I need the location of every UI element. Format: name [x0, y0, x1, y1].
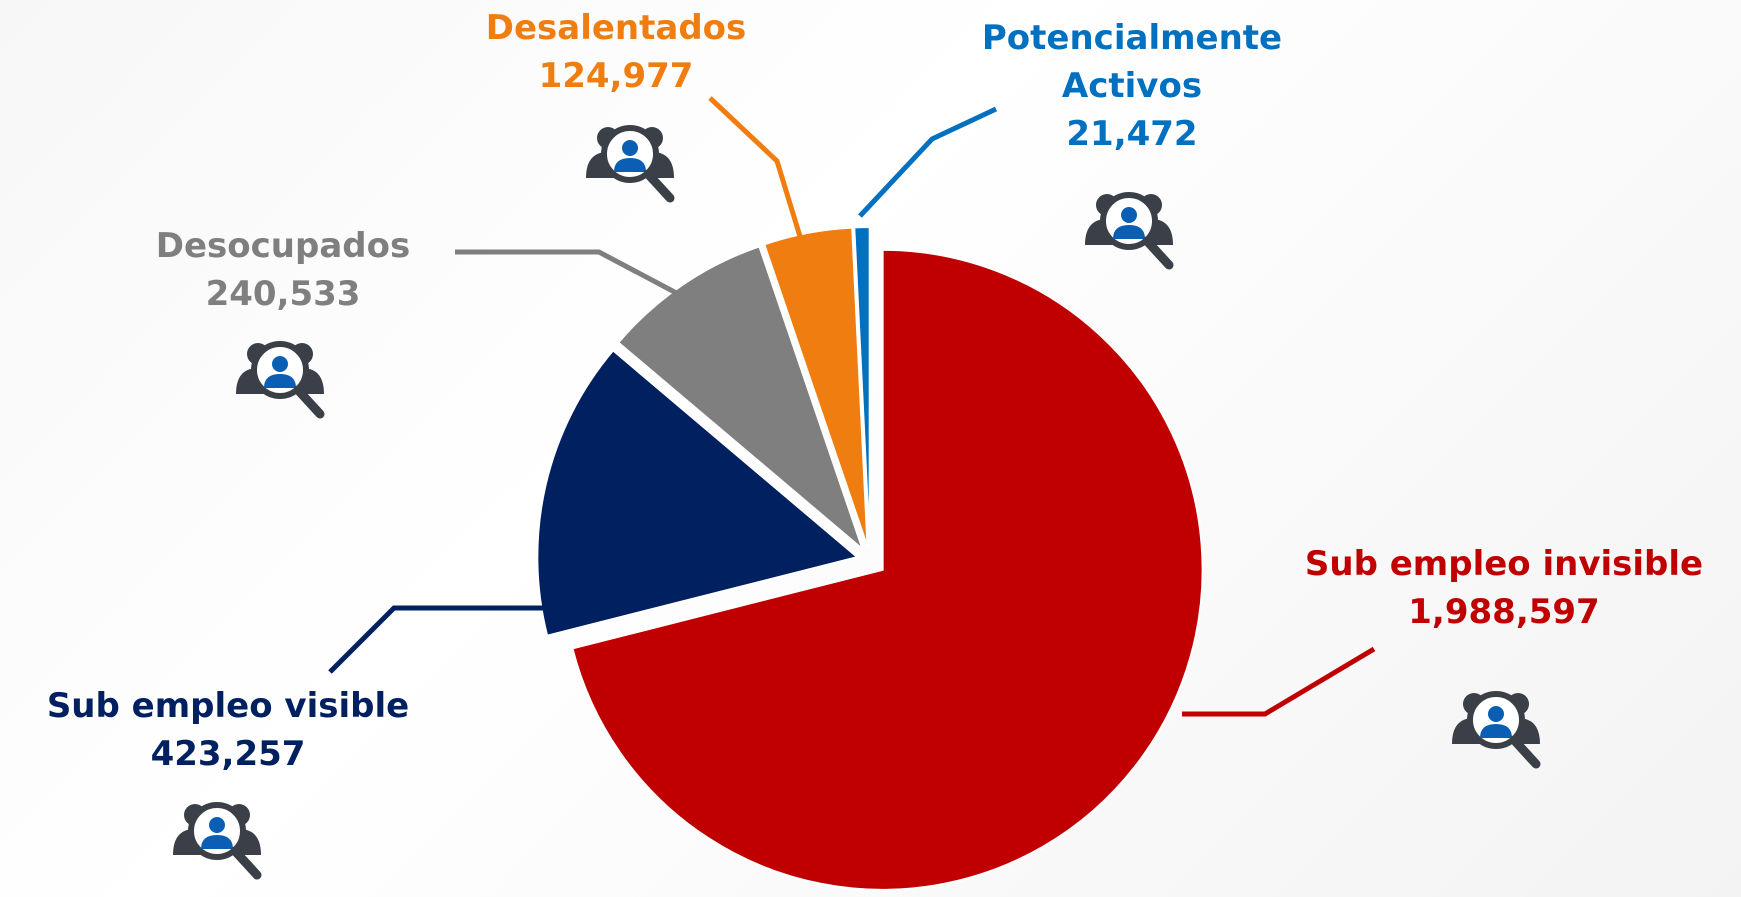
slice-label: Potencialmente Activos 21,472: [952, 14, 1312, 158]
value-label: 240,533: [205, 274, 361, 314]
pie-slice: [762, 226, 869, 548]
leader-line: [1182, 646, 1376, 717]
icon: [1452, 693, 1540, 764]
value-label: 423,257: [150, 734, 306, 774]
icon: [1085, 194, 1173, 265]
value-label: 21,472: [1066, 114, 1198, 154]
category-label: Desocupados: [155, 226, 411, 266]
pie-slice: [536, 349, 860, 637]
leader-line: [858, 106, 998, 218]
icon: [236, 343, 324, 414]
icon: [586, 127, 674, 198]
icon: [173, 804, 261, 875]
category-label: Desalentados: [485, 8, 747, 48]
value-label: 124,977: [538, 56, 694, 96]
pie-slice: [853, 226, 871, 548]
slice-label: Desalentados 124,977: [486, 4, 747, 100]
leader-line: [328, 605, 560, 674]
slice-label: Sub empleo invisible 1,988,597: [1305, 540, 1703, 636]
category-label: Potencialmente Activos: [981, 18, 1283, 106]
value-label: 1,988,597: [1408, 592, 1600, 632]
leader-line: [708, 96, 819, 290]
category-label: Sub empleo invisible: [1304, 544, 1704, 584]
slice-label: Desocupados 240,533: [156, 222, 410, 318]
slice-label: Sub empleo visible 423,257: [47, 682, 409, 778]
pie-slice: [616, 245, 865, 553]
pie-slice: [571, 248, 1204, 891]
category-label: Sub empleo visible: [46, 686, 410, 726]
leader-line: [455, 249, 701, 308]
